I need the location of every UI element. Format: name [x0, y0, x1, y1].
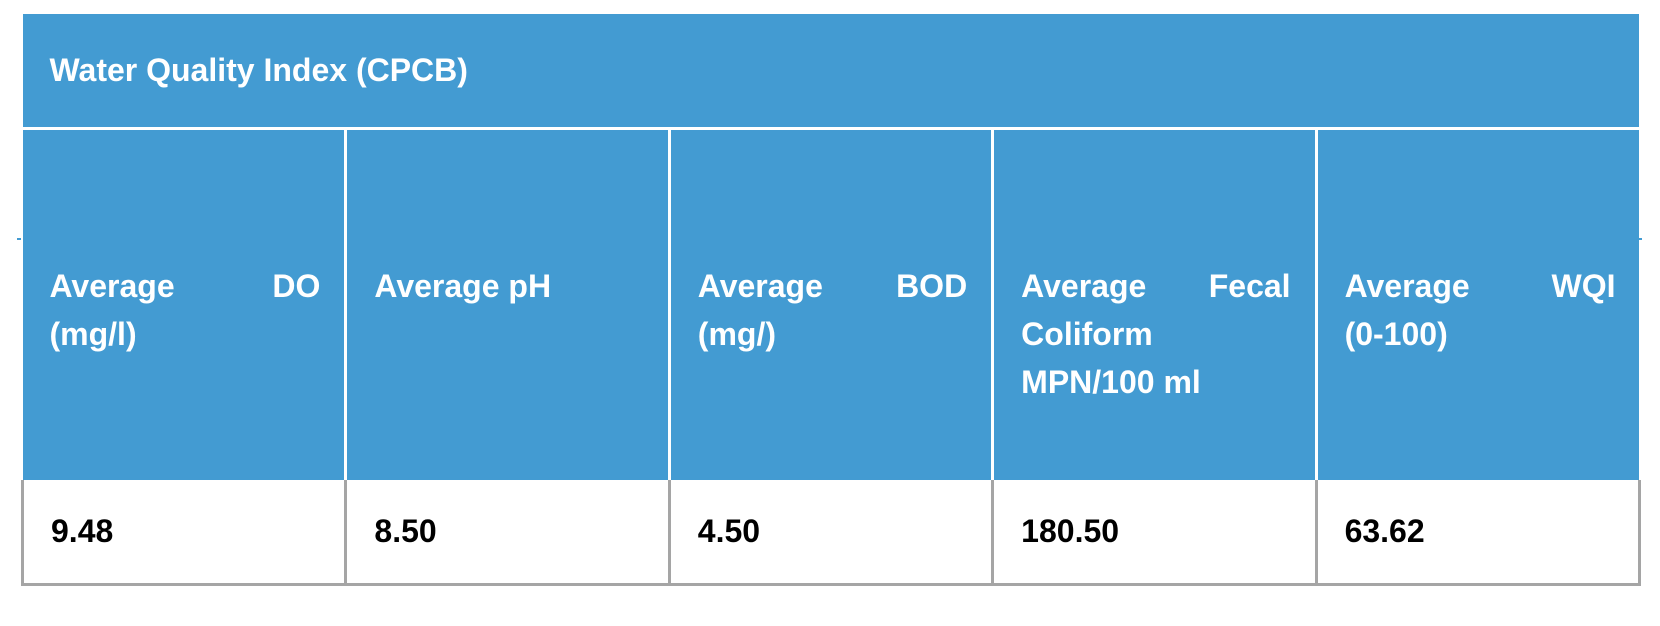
header-average-bod: Average BOD (mg/): [669, 128, 995, 480]
header-average-fecal-coliform: Average Fecal Coliform MPN/100 ml: [992, 128, 1318, 480]
header-line: MPN/100 ml: [1021, 363, 1201, 400]
cell-average-ph: 8.50: [345, 480, 671, 586]
header-line: Coliform: [1021, 315, 1153, 352]
header-word: DO: [272, 267, 321, 304]
header-word: Average: [49, 267, 175, 304]
header-word: Fecal: [1208, 267, 1291, 304]
title-row: Water Quality Index (CPCB): [22, 14, 1640, 130]
table-edge-mark: [17, 238, 21, 240]
table-edge-mark: [1638, 238, 1642, 240]
cell-average-bod: 4.50: [669, 480, 995, 586]
header-average-ph: Average pH: [345, 128, 671, 480]
header-word: WQI: [1551, 267, 1616, 304]
header-word: Average: [697, 267, 823, 304]
wqi-table-container: Water Quality Index (CPCB) Average DO (m…: [20, 14, 1641, 586]
table-row: 9.48 8.50 4.50 180.50 63.62: [20, 480, 1641, 586]
cell-average-wqi: 63.62: [1316, 480, 1641, 586]
header-line: (mg/): [697, 315, 776, 352]
header-average-do: Average DO (mg/l): [22, 128, 348, 480]
header-word: Average pH: [374, 267, 552, 304]
header-word: BOD: [896, 267, 968, 304]
table-title: Water Quality Index (CPCB): [22, 14, 1640, 130]
cell-average-fecal-coliform: 180.50: [992, 480, 1318, 586]
cell-average-do: 9.48: [20, 480, 348, 586]
header-line: (0-100): [1344, 315, 1448, 352]
wqi-table: Water Quality Index (CPCB) Average DO (m…: [20, 14, 1641, 586]
header-word: Average: [1021, 267, 1147, 304]
header-average-wqi: Average WQI (0-100): [1316, 128, 1640, 480]
header-line: (mg/l): [49, 315, 137, 352]
header-row: Average DO (mg/l) Average pH Average BOD: [22, 128, 1640, 480]
header-word: Average: [1344, 267, 1470, 304]
